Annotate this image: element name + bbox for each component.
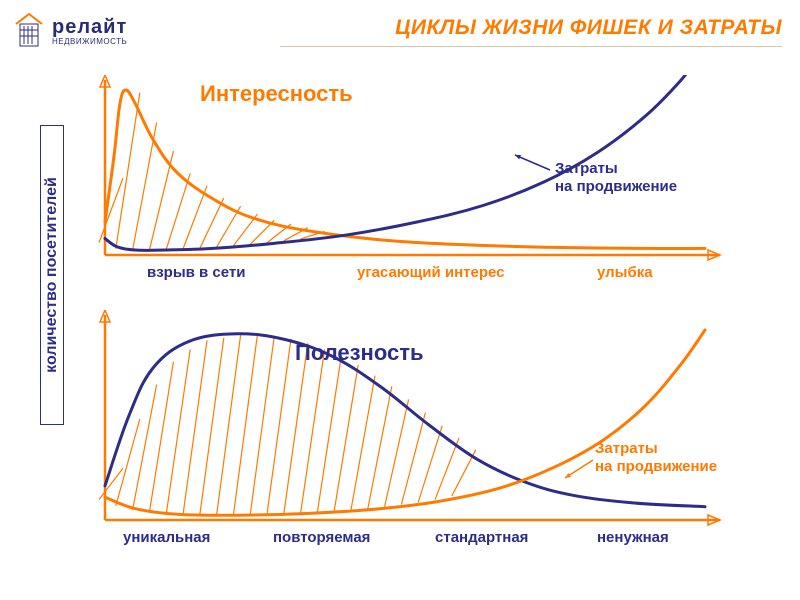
chart1-title: Интересность: [200, 81, 353, 107]
chart1-xlabel-1: угасающий интерес: [357, 264, 505, 281]
chart1-xlabel-0: взрыв в сети: [147, 264, 245, 281]
logo-text-main: релайт: [52, 16, 127, 38]
chart2-xlabel-0: уникальная: [123, 529, 210, 546]
chart2-xlabel-1: повторяемая: [273, 529, 370, 546]
chart1-cost-annotation: Затраты на продвижение: [555, 160, 677, 196]
y-axis-label: количество посетителей: [43, 177, 61, 373]
chart2-xlabel-3: ненужная: [597, 529, 669, 546]
chart2-cost-annotation: Затраты на продвижение: [595, 440, 717, 476]
logo-text-sub: НЕДВИЖИМОСТЬ: [52, 37, 127, 46]
logo: релайт НЕДВИЖИМОСТЬ: [12, 10, 127, 52]
page-title: ЦИКЛЫ ЖИЗНИ ФИШЕК И ЗАТРАТЫ: [280, 16, 782, 40]
logo-icon: [12, 10, 46, 52]
chart2-xlabel-2: стандартная: [435, 529, 528, 546]
chart-usefulness: Полезность Затраты на продвижение уникал…: [95, 310, 735, 550]
header-divider: [280, 46, 782, 47]
header: ЦИКЛЫ ЖИЗНИ ФИШЕК И ЗАТРАТЫ: [280, 16, 782, 47]
y-axis-box: количество посетителей: [40, 125, 64, 425]
chart1-xlabel-2: улыбка: [597, 264, 653, 281]
chart-interest: Интересность Затраты на продвижение взры…: [95, 75, 735, 285]
chart2-title: Полезность: [295, 340, 424, 366]
